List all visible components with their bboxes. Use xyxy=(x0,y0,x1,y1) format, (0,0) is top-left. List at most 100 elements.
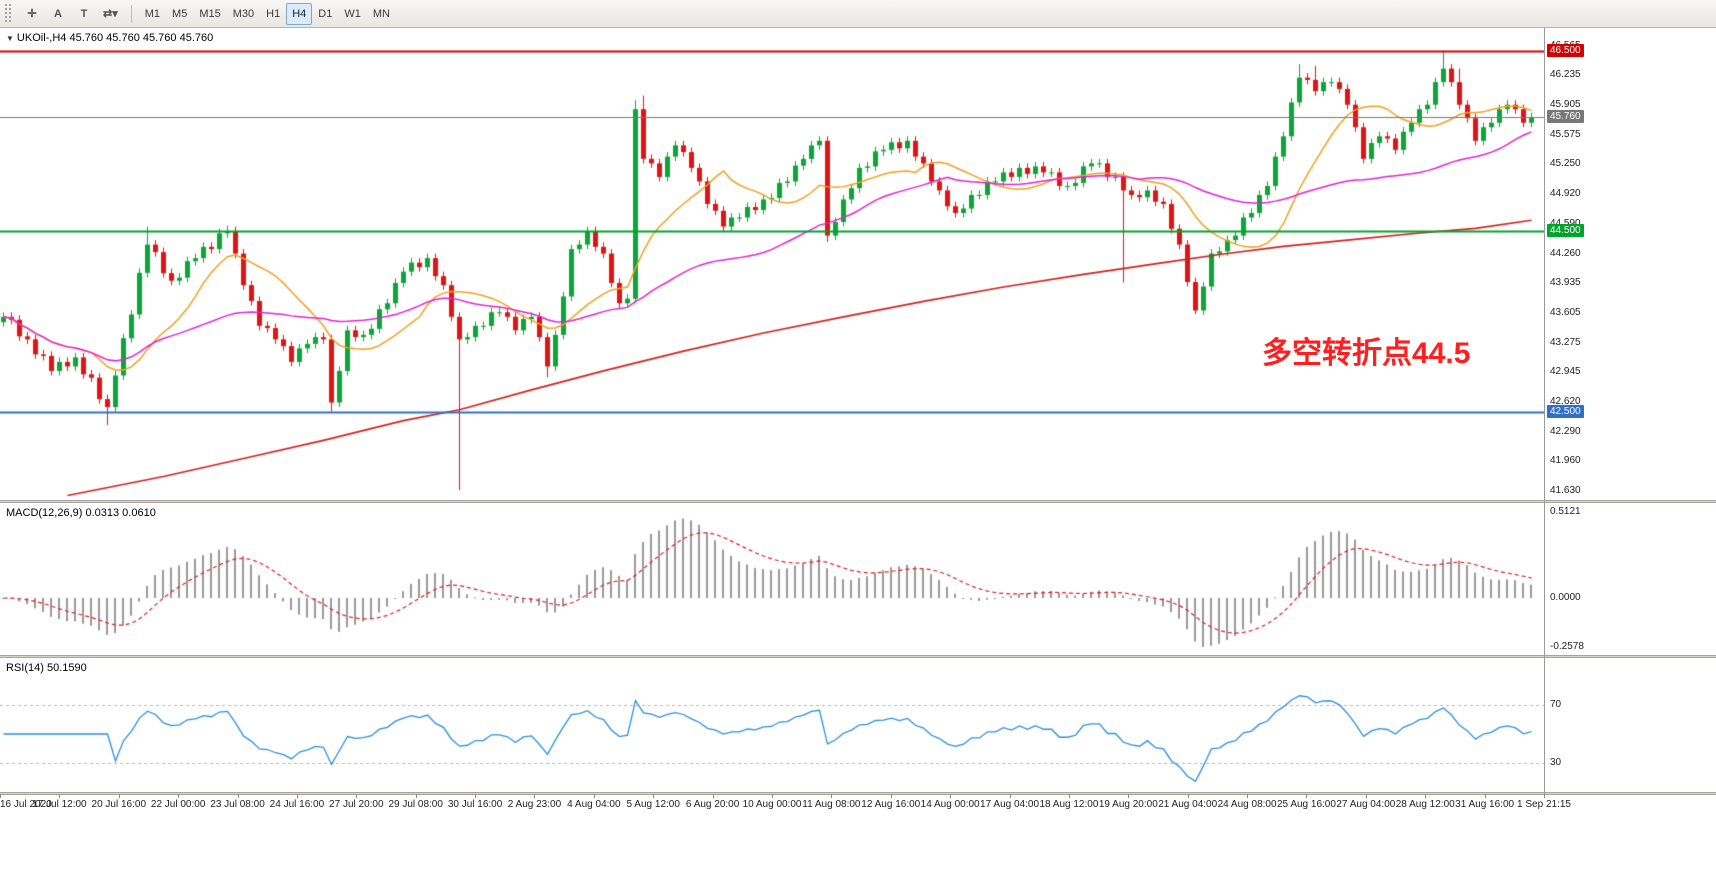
price-tick: 43.605 xyxy=(1550,306,1581,318)
timeframe-button-d1[interactable]: D1 xyxy=(318,7,333,20)
panel-separator[interactable] xyxy=(0,655,1716,658)
time-label: 17 Jul 12:00 xyxy=(32,799,87,810)
price-scale-divider xyxy=(1544,28,1545,795)
time-tick-mark xyxy=(356,794,357,798)
time-label: 27 Aug 04:00 xyxy=(1336,799,1396,810)
timeframe-group: M1 M5 M15 M30 H1 H4 D1 W1 MN xyxy=(139,2,396,25)
macd-panel-canvas[interactable] xyxy=(0,503,1544,655)
price-tick: 41.630 xyxy=(1550,485,1581,497)
price-tag: 46.500 xyxy=(1547,43,1584,57)
timeframe-button-mn[interactable]: MN xyxy=(372,7,390,20)
time-tick-mark xyxy=(238,794,239,798)
timeframe-button-w1[interactable]: W1 xyxy=(344,7,361,20)
time-label: 31 Aug 16:00 xyxy=(1455,799,1515,810)
time-tick-mark xyxy=(772,794,773,798)
main-chart-canvas[interactable] xyxy=(0,28,1544,500)
panel-separator[interactable] xyxy=(0,500,1716,503)
time-label: 14 Aug 00:00 xyxy=(920,799,980,810)
toolbar-separator xyxy=(130,4,132,23)
time-label: 30 Jul 16:00 xyxy=(447,799,503,810)
price-tick: 42.620 xyxy=(1550,395,1581,407)
symbol-info-text: UKOil-,H4 45.760 45.760 45.760 45.760 xyxy=(16,32,214,44)
timeframe-button-m1[interactable]: M1 xyxy=(144,7,161,20)
time-label: 11 Aug 08:00 xyxy=(802,799,861,810)
time-label: 17 Aug 04:00 xyxy=(980,799,1040,810)
label-tool[interactable]: T xyxy=(80,7,88,20)
toolbar: ✛ A T ⇄▾ M1 M5 M15 M30 H1 H4 D1 W1 MN xyxy=(0,0,1716,28)
toolbar-gripper[interactable] xyxy=(5,3,13,24)
time-tick-mark xyxy=(1128,794,1129,798)
shapes-tool[interactable]: ⇄▾ xyxy=(103,8,118,20)
price-tick: 46.235 xyxy=(1550,69,1581,81)
time-label: 5 Aug 12:00 xyxy=(626,799,680,810)
price-tick: 44.920 xyxy=(1550,188,1581,200)
crosshair-tool[interactable]: ✛ xyxy=(27,8,37,20)
symbol-info: ▼ UKOil-,H4 45.760 45.760 45.760 45.760 xyxy=(6,32,213,44)
price-tag: 44.500 xyxy=(1547,224,1584,238)
time-tick-mark xyxy=(891,794,892,798)
time-tick-mark xyxy=(950,794,951,798)
macd-axis-label: -0.2578 xyxy=(1550,641,1584,652)
time-label: 12 Aug 16:00 xyxy=(861,799,921,810)
rsi-label: RSI(14) 50.1590 xyxy=(6,662,87,674)
rsi-level-label: 30 xyxy=(1550,757,1562,768)
time-tick-mark xyxy=(534,794,535,798)
price-tick: 42.290 xyxy=(1550,425,1581,437)
timeframe-button-h1[interactable]: H1 xyxy=(266,7,281,20)
tool-group: ✛ A T ⇄▾ xyxy=(19,3,124,25)
time-label: 28 Aug 12:00 xyxy=(1395,799,1455,810)
time-label: 20 Jul 16:00 xyxy=(91,799,147,810)
rsi-level-label: 70 xyxy=(1550,699,1562,710)
timeframe-button-m5[interactable]: M5 xyxy=(172,7,188,20)
time-label: 18 Aug 12:00 xyxy=(1039,799,1099,810)
time-tick-mark xyxy=(297,794,298,798)
time-tick-mark xyxy=(59,794,60,798)
price-tick: 44.260 xyxy=(1550,247,1581,259)
time-tick-mark xyxy=(119,794,120,798)
timeframe-button-m15[interactable]: M15 xyxy=(199,7,221,20)
time-tick-mark xyxy=(653,794,654,798)
time-tick-mark xyxy=(1485,794,1486,798)
time-tick-mark xyxy=(1306,794,1307,798)
time-tick-mark xyxy=(1010,794,1011,798)
macd-axis-label: 0.5121 xyxy=(1550,506,1581,517)
time-tick-mark xyxy=(1544,794,1545,798)
time-tick-mark xyxy=(178,794,179,798)
time-tick-mark xyxy=(1366,794,1367,798)
time-tick-mark xyxy=(713,794,714,798)
timeframe-button-h4[interactable]: H4 xyxy=(286,2,313,25)
price-tag: 42.500 xyxy=(1547,404,1584,418)
time-label: 24 Aug 08:00 xyxy=(1217,799,1277,810)
price-tick: 45.575 xyxy=(1550,129,1581,141)
time-label: 16 Jul 2020 xyxy=(0,799,52,810)
price-tag: 45.760 xyxy=(1547,110,1584,124)
time-label: 21 Aug 04:00 xyxy=(1158,799,1218,810)
rsi-panel-canvas[interactable] xyxy=(0,658,1544,792)
time-label: 2 Aug 23:00 xyxy=(507,799,562,810)
time-tick-mark xyxy=(831,794,832,798)
timeframe-button-m30[interactable]: M30 xyxy=(232,7,255,20)
price-tick: 45.250 xyxy=(1550,158,1581,170)
macd-axis-label: 0.0000 xyxy=(1550,592,1581,603)
time-tick-mark xyxy=(1069,794,1070,798)
price-tick: 44.590 xyxy=(1550,218,1581,229)
price-tick: 43.935 xyxy=(1550,277,1581,289)
time-label: 23 Jul 08:00 xyxy=(210,799,265,810)
time-label: 19 Aug 20:00 xyxy=(1098,799,1158,810)
time-label: 4 Aug 04:00 xyxy=(567,799,621,810)
time-tick-mark xyxy=(0,794,1,798)
price-tick: 42.945 xyxy=(1550,366,1581,378)
text-tool[interactable]: A xyxy=(54,7,62,20)
time-label: 27 Jul 20:00 xyxy=(329,799,384,810)
price-tick: 43.275 xyxy=(1550,336,1581,348)
price-tick: 41.960 xyxy=(1550,455,1581,467)
macd-label: MACD(12,26,9) 0.0313 0.0610 xyxy=(6,507,156,519)
panel-separator[interactable] xyxy=(0,792,1716,795)
time-label: 25 Aug 16:00 xyxy=(1276,799,1336,810)
time-tick-mark xyxy=(416,794,417,798)
collapse-icon[interactable]: ▼ xyxy=(6,33,14,43)
time-label: 10 Aug 00:00 xyxy=(742,799,802,810)
time-label: 6 Aug 20:00 xyxy=(685,799,740,810)
time-label: 24 Jul 16:00 xyxy=(269,799,325,810)
